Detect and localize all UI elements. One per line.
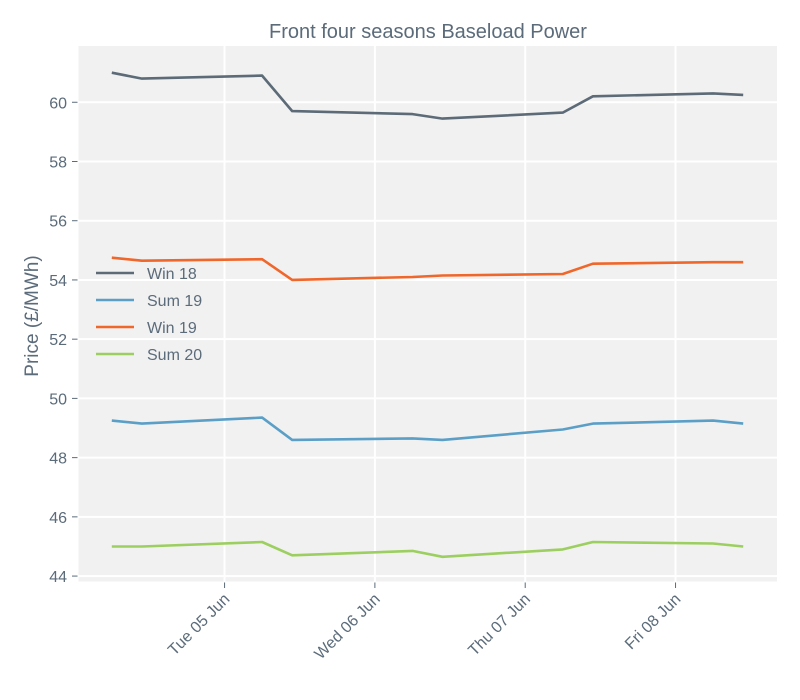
legend-label-sum-19: Sum 19 [147,293,202,310]
grid-lines [78,46,777,582]
series-line-win-19 [111,256,744,282]
series-line-win-18 [111,71,744,120]
y-tick-label: 46 [49,510,67,527]
series-lines [111,71,744,559]
y-tick-label: 52 [49,332,67,349]
y-tick-label: 50 [49,391,67,408]
x-tick-label: Tue 05 Jun [165,591,233,659]
plot-area [78,46,777,582]
series-line-sum-20 [111,540,744,559]
y-tick-label: 54 [49,273,67,290]
x-tick-label: Thu 07 Jun [465,591,534,660]
y-axis-label: Price (£/MWh) [22,255,43,376]
y-tick-label: 44 [49,569,67,586]
series-line-sum-19 [111,416,744,442]
legend-label-sum-20: Sum 20 [147,347,202,364]
legend-label-win-19: Win 19 [147,320,197,337]
x-tick-label: Fri 08 Jun [622,591,684,653]
chart-title: Front four seasons Baseload Power [269,21,587,43]
legend-label-win-18: Win 18 [147,266,197,283]
x-tick-label: Wed 06 Jun [312,591,384,663]
y-tick-label: 56 [49,214,67,231]
y-tick-label: 48 [49,451,67,468]
y-tick-label: 58 [49,154,67,171]
legend: Win 18 Sum 19 Win 19 Sum 20 [96,266,202,364]
y-tick-label: 60 [49,95,67,112]
